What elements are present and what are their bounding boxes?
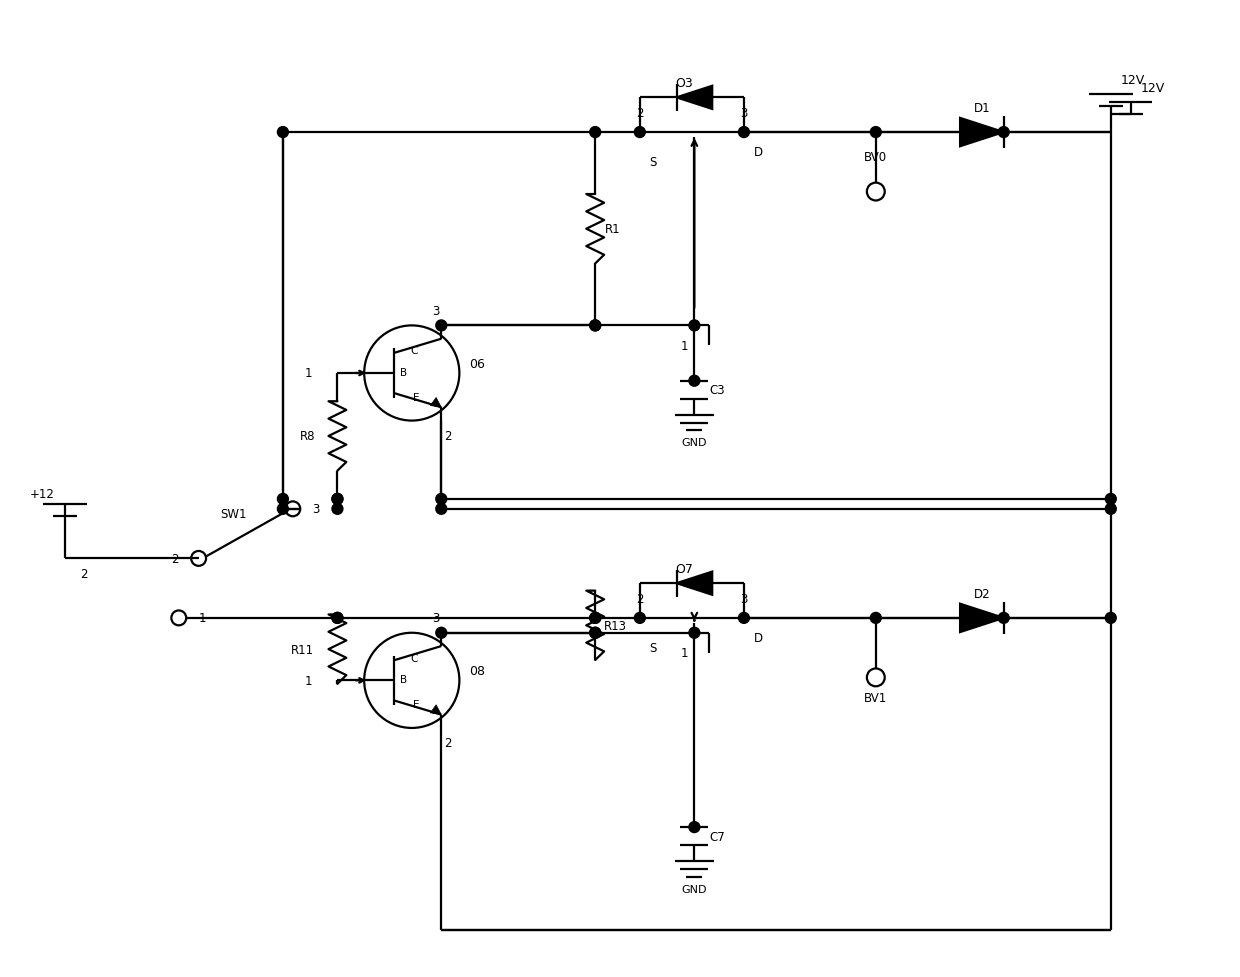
Circle shape xyxy=(1105,613,1116,623)
Polygon shape xyxy=(430,705,441,715)
Text: C: C xyxy=(410,346,418,356)
Circle shape xyxy=(590,127,600,139)
Text: 3: 3 xyxy=(432,305,439,318)
Circle shape xyxy=(590,320,600,331)
Text: BV0: BV0 xyxy=(864,151,888,164)
Text: 1: 1 xyxy=(305,367,312,380)
Circle shape xyxy=(332,494,343,505)
Text: C7: C7 xyxy=(709,829,725,842)
Circle shape xyxy=(998,613,1009,623)
Text: E: E xyxy=(413,700,420,709)
Circle shape xyxy=(590,613,600,623)
Circle shape xyxy=(689,320,699,331)
Circle shape xyxy=(590,627,600,639)
Circle shape xyxy=(689,822,699,832)
Text: 3: 3 xyxy=(740,106,748,119)
Text: 2: 2 xyxy=(171,552,179,566)
Circle shape xyxy=(332,613,343,623)
Polygon shape xyxy=(960,604,1003,632)
Circle shape xyxy=(590,627,600,639)
Circle shape xyxy=(689,376,699,387)
Text: C3: C3 xyxy=(709,384,725,397)
Text: 12V: 12V xyxy=(1141,82,1164,95)
Text: D2: D2 xyxy=(973,587,991,600)
Text: 2: 2 xyxy=(444,737,451,749)
Circle shape xyxy=(435,494,446,505)
Circle shape xyxy=(332,504,343,515)
Text: 06: 06 xyxy=(469,358,485,370)
Circle shape xyxy=(590,320,600,331)
Text: 3: 3 xyxy=(312,503,320,516)
Text: O7: O7 xyxy=(676,562,693,575)
Text: +12: +12 xyxy=(30,488,55,501)
Circle shape xyxy=(278,504,289,515)
Text: S: S xyxy=(650,156,657,169)
Text: 1: 1 xyxy=(305,674,312,687)
Text: 2: 2 xyxy=(79,568,87,580)
Text: GND: GND xyxy=(682,883,707,894)
Text: B: B xyxy=(399,367,407,377)
Circle shape xyxy=(689,627,699,639)
Circle shape xyxy=(739,127,749,139)
Circle shape xyxy=(435,320,446,331)
Text: E: E xyxy=(413,393,420,403)
Text: R13: R13 xyxy=(604,619,626,632)
Polygon shape xyxy=(677,87,712,109)
Circle shape xyxy=(278,127,289,139)
Text: O3: O3 xyxy=(676,77,693,90)
Circle shape xyxy=(278,494,289,505)
Circle shape xyxy=(635,127,645,139)
Text: 1: 1 xyxy=(681,339,688,353)
Text: 3: 3 xyxy=(432,612,439,624)
Text: C: C xyxy=(410,653,418,662)
Text: 1: 1 xyxy=(681,647,688,659)
Text: D: D xyxy=(754,147,763,159)
Text: R11: R11 xyxy=(291,643,314,656)
Circle shape xyxy=(435,627,446,639)
Text: D1: D1 xyxy=(973,102,991,114)
Text: 08: 08 xyxy=(469,664,485,677)
Text: 2: 2 xyxy=(636,592,644,605)
Circle shape xyxy=(998,127,1009,139)
Circle shape xyxy=(332,494,343,505)
Circle shape xyxy=(590,613,600,623)
Text: SW1: SW1 xyxy=(219,508,247,521)
Text: BV1: BV1 xyxy=(864,691,888,704)
Text: S: S xyxy=(650,642,657,655)
Polygon shape xyxy=(960,119,1003,148)
Polygon shape xyxy=(677,572,712,595)
Circle shape xyxy=(435,504,446,515)
Text: R8: R8 xyxy=(300,430,315,443)
Text: 1: 1 xyxy=(198,612,206,624)
Circle shape xyxy=(870,613,882,623)
Circle shape xyxy=(1105,494,1116,505)
Circle shape xyxy=(1105,504,1116,515)
Circle shape xyxy=(870,127,882,139)
Text: 3: 3 xyxy=(740,592,748,605)
Text: B: B xyxy=(399,675,407,685)
Text: D: D xyxy=(754,631,763,645)
Circle shape xyxy=(635,613,645,623)
Polygon shape xyxy=(430,398,441,407)
Text: GND: GND xyxy=(682,438,707,447)
Circle shape xyxy=(332,613,343,623)
Text: R1: R1 xyxy=(605,223,621,236)
Circle shape xyxy=(739,613,749,623)
Text: 2: 2 xyxy=(636,106,644,119)
Text: 2: 2 xyxy=(444,430,451,443)
Text: 12V: 12V xyxy=(1121,74,1145,87)
